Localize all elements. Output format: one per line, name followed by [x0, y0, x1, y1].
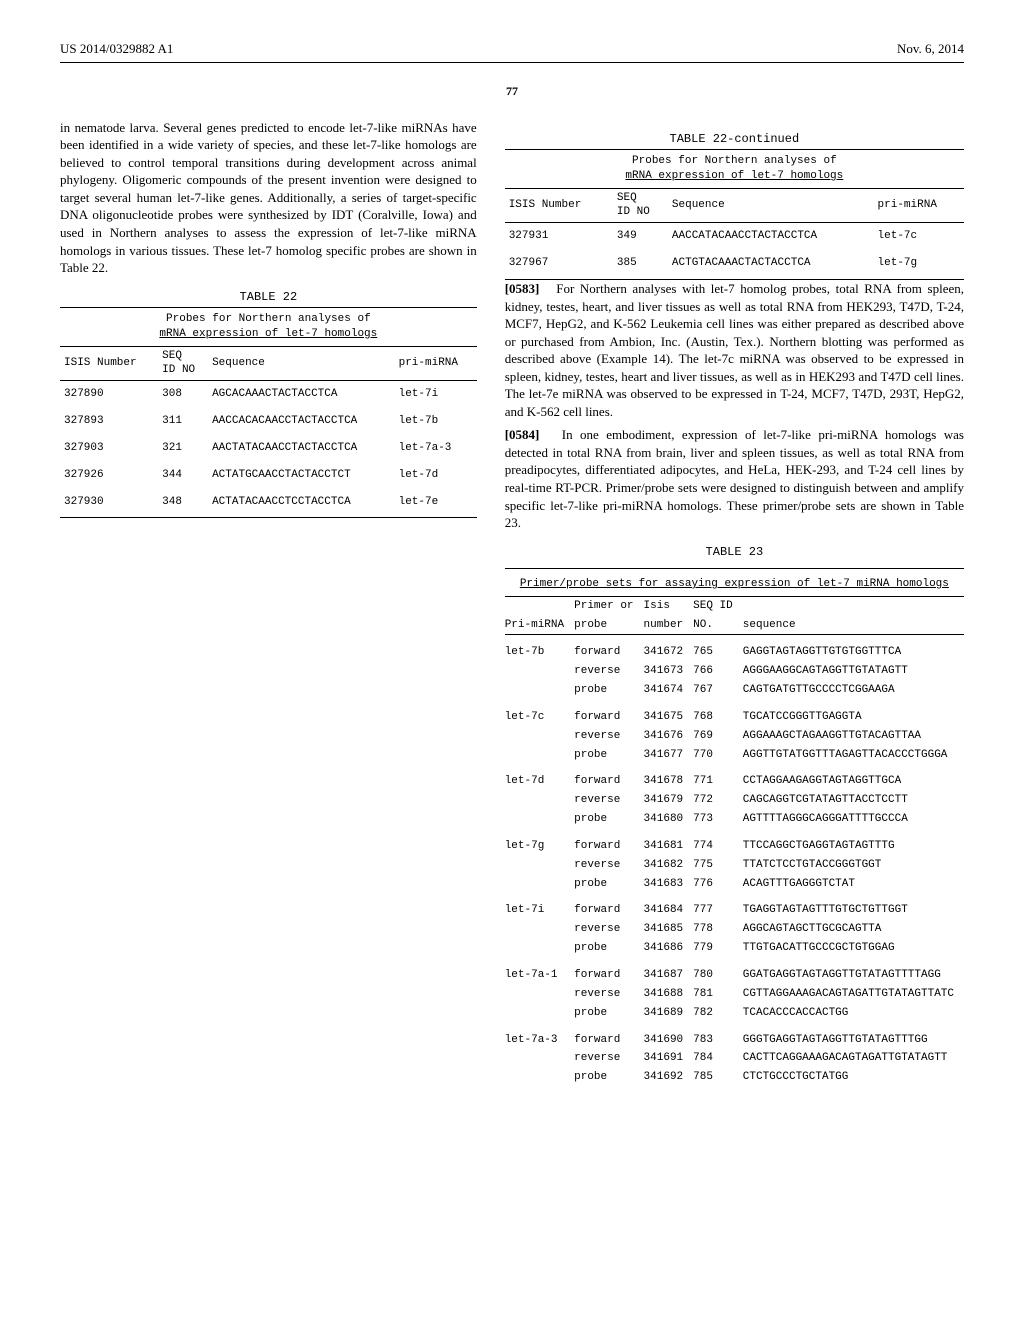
table22-row: 327930348ACTATACAACCTCCTACCTCAlet-7e: [60, 489, 477, 518]
table23-row: probe341677770AGGTTGTATGGTTTAGAGTTACACCC…: [505, 746, 964, 765]
t23-h-seq: sequence: [743, 616, 964, 635]
table22b-row: 327931349AACCATACAACCTACTACCTCAlet-7c: [505, 223, 964, 250]
table22b-h-idno: SEQID NO: [613, 188, 668, 223]
table23-row: probe341674767CAGTGATGTTGCCCCTCGGAAGA: [505, 681, 964, 700]
table23-row: let-7iforward341684777TGAGGTAGTAGTTTGTGC…: [505, 893, 964, 920]
paragraph-intro: in nematode larva. Several genes predict…: [60, 119, 477, 277]
table23-row: let-7gforward341681774TTCCAGGCTGAGGTAGTA…: [505, 829, 964, 856]
right-column: TABLE 22-continued Probes for Northern a…: [505, 119, 964, 1087]
page-number: 77: [60, 83, 964, 99]
table22-continued: Probes for Northern analyses of mRNA exp…: [505, 149, 964, 280]
table22-row: 327890308AGCACAAACTACTACCTCAlet-7i: [60, 381, 477, 408]
table22-caption1: Probes for Northern analyses of: [60, 307, 477, 326]
table23-row: probe341680773AGTTTTAGGGCAGGGATTTTGCCCA: [505, 810, 964, 829]
t23-h-pp2: probe: [574, 616, 643, 635]
table23-row: probe341683776ACAGTTTGAGGGTCTAT: [505, 875, 964, 894]
table22: Probes for Northern analyses of mRNA exp…: [60, 307, 477, 519]
table23: Primer/probe sets for assaying expressio…: [505, 568, 964, 1087]
table23-row: reverse341676769AGGAAAGCTAGAAGGTTGTACAGT…: [505, 727, 964, 746]
table22-h-isis: ISIS Number: [60, 346, 158, 381]
table23-row: reverse341682775TTATCTCCTGTACCGGGTGGT: [505, 856, 964, 875]
para-num-0583: [0583]: [505, 281, 540, 296]
t23-h-seqid1: SEQ ID: [693, 596, 743, 615]
para-num-0584: [0584]: [505, 427, 540, 442]
para-text-0584: In one embodiment, expression of let-7-l…: [505, 427, 964, 530]
table22b-title: TABLE 22-continued: [505, 131, 964, 147]
table23-row: reverse341691784CACTTCAGGAAAGACAGTAGATTG…: [505, 1049, 964, 1068]
table23-row: let-7dforward341678771CCTAGGAAGAGGTAGTAG…: [505, 764, 964, 791]
paragraph-0583: [0583] For Northern analyses with let-7 …: [505, 280, 964, 420]
table22-row: 327893311AACCACACAACCTACTACCTCAlet-7b: [60, 408, 477, 435]
table23-row: let-7cforward341675768TGCATCCGGGTTGAGGTA: [505, 700, 964, 727]
table23-row: let-7a-1forward341687780GGATGAGGTAGTAGGT…: [505, 958, 964, 985]
table23-row: reverse341673766AGGGAAGGCAGTAGGTTGTATAGT…: [505, 662, 964, 681]
table23-row: let-7bforward341672765GAGGTAGTAGGTTGTGTG…: [505, 635, 964, 662]
publication-number: US 2014/0329882 A1: [60, 40, 173, 58]
table22b-h-sequence: Sequence: [668, 188, 874, 223]
table22-row: 327926344ACTATGCAACCTACTACCTCTlet-7d: [60, 462, 477, 489]
table22b-caption2: mRNA expression of let-7 homologs: [505, 169, 964, 188]
table22-title: TABLE 22: [60, 289, 477, 305]
table22b-caption1: Probes for Northern analyses of: [505, 149, 964, 168]
table22-h-sequence: Sequence: [208, 346, 395, 381]
t23-h-pri: Pri-miRNA: [505, 616, 574, 635]
table22b-h-isis: ISIS Number: [505, 188, 613, 223]
para-text-0583: For Northern analyses with let-7 homolog…: [505, 281, 964, 419]
t23-h-seqid2: NO.: [693, 616, 743, 635]
t23-h-isis1: Isis: [644, 596, 694, 615]
table23-row: probe341689782TCACACCCACCACTGG: [505, 1004, 964, 1023]
paragraph-0584: [0584] In one embodiment, expression of …: [505, 426, 964, 531]
publication-date: Nov. 6, 2014: [897, 40, 964, 58]
table23-row: reverse341679772CAGCAGGTCGTATAGTTACCTCCT…: [505, 791, 964, 810]
table22b-h-pri: pri-miRNA: [874, 188, 964, 223]
table23-row: probe341692785CTCTGCCCTGCTATGG: [505, 1068, 964, 1087]
table23-row: reverse341688781CGTTAGGAAAGACAGTAGATTGTA…: [505, 985, 964, 1004]
table23-row: probe341686779TTGTGACATTGCCCGCTGTGGAG: [505, 939, 964, 958]
table23-title: TABLE 23: [505, 544, 964, 560]
left-column: in nematode larva. Several genes predict…: [60, 119, 477, 1087]
table22-row: 327903321AACTATACAACCTACTACCTCAlet-7a-3: [60, 435, 477, 462]
two-column-body: in nematode larva. Several genes predict…: [60, 119, 964, 1087]
table22-h-pri: pri-miRNA: [395, 346, 477, 381]
table23-caption: Primer/probe sets for assaying expressio…: [505, 573, 964, 596]
table22-caption2: mRNA expression of let-7 homologs: [60, 327, 477, 346]
table22b-row: 327967385ACTGTACAAACTACTACCTCAlet-7g: [505, 250, 964, 279]
table23-row: reverse341685778AGGCAGTAGCTTGCGCAGTTA: [505, 920, 964, 939]
table22-h-idno: SEQID NO: [158, 346, 208, 381]
page-header: US 2014/0329882 A1 Nov. 6, 2014: [60, 40, 964, 63]
table23-row: let-7a-3forward341690783GGGTGAGGTAGTAGGT…: [505, 1023, 964, 1050]
t23-h-isis2: number: [644, 616, 694, 635]
t23-h-pp1: Primer or: [574, 596, 643, 615]
